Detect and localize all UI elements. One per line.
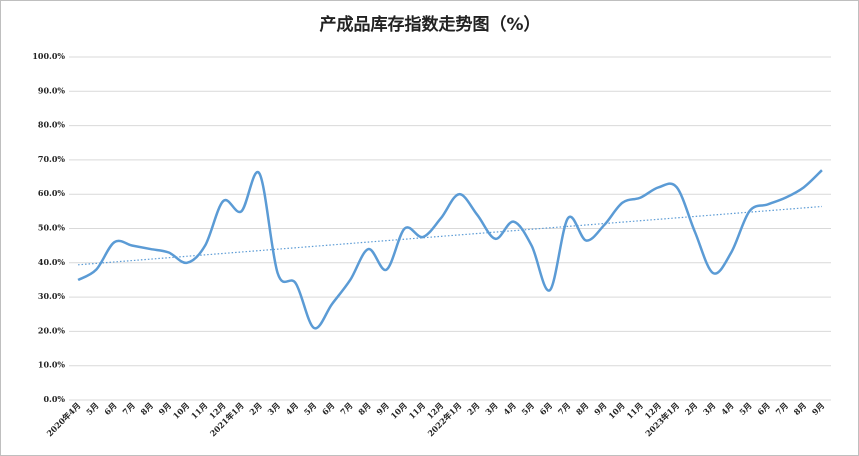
y-tick-label: 80.0% (38, 120, 65, 130)
y-tick-label: 40.0% (38, 257, 65, 267)
y-tick-label: 70.0% (38, 154, 65, 164)
y-tick-label: 0.0% (43, 394, 65, 404)
chart-title: 产成品库存指数走势图（%） (319, 14, 540, 35)
y-tick-label: 30.0% (38, 291, 65, 301)
y-tick-label: 50.0% (38, 223, 65, 233)
y-tick-label: 20.0% (38, 325, 65, 335)
y-tick-label: 60.0% (38, 188, 65, 198)
y-tick-label: 10.0% (38, 360, 65, 370)
data-line (77, 169, 823, 330)
y-tick-label: 90.0% (38, 85, 65, 95)
y-tick-label: 100.0% (32, 51, 65, 61)
